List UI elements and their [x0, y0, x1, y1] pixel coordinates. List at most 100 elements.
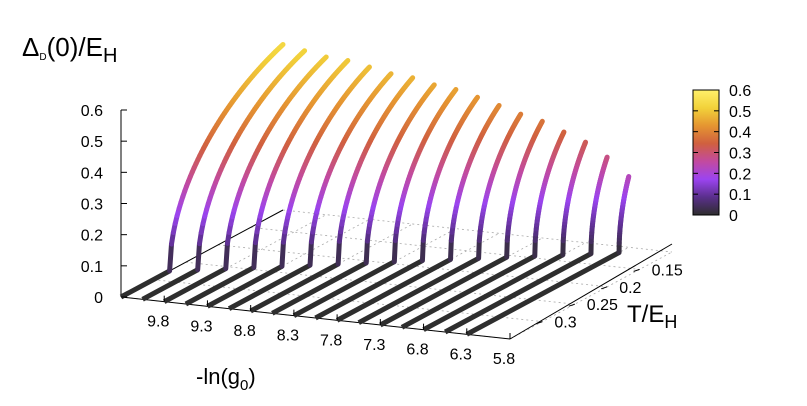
x-tick-label: 5.8	[493, 351, 515, 368]
series-segment	[249, 261, 340, 314]
y-tick-label: 0.25	[587, 297, 618, 314]
colorbar-tick-label: 0.1	[729, 187, 751, 204]
y-ticks: 0.15 0.20.25 0.3	[536, 262, 683, 332]
y-tick-label: 0.3	[554, 315, 576, 332]
series-segment	[251, 240, 258, 270]
series-segment	[167, 241, 174, 274]
y-tick-mark	[633, 268, 640, 272]
series-segment	[419, 237, 426, 264]
series-segment	[387, 71, 394, 78]
series-segment	[184, 265, 256, 307]
series-segment	[495, 102, 502, 110]
x-axis-title: -ln(g0)	[196, 364, 256, 394]
colorbar-tick-label: 0.4	[729, 125, 751, 142]
series-segment	[430, 82, 437, 89]
x-tick-label: 9.3	[190, 318, 212, 335]
series-segment	[365, 64, 372, 72]
colorbar-tick-label: 0	[729, 208, 738, 225]
series-segment	[422, 252, 565, 332]
z-ticks: 0 0.1 0.2 0.3 0.4 0.5 0.6	[81, 103, 127, 307]
series-line	[443, 154, 610, 335]
x-tick-label: 9.8	[147, 314, 169, 331]
series-segment	[195, 241, 202, 273]
series-segment	[379, 254, 508, 328]
z-tick-label: 0.5	[81, 134, 103, 151]
series-segment	[163, 266, 227, 304]
series-line	[141, 48, 308, 302]
series-group	[119, 42, 632, 337]
series-line	[379, 118, 545, 328]
series-segment	[322, 54, 329, 62]
y-tick-mark	[568, 303, 575, 307]
series-line	[357, 111, 524, 325]
x-tick-label: 7.8	[320, 332, 342, 349]
series-segment	[448, 237, 454, 262]
colorbar-tick-label: 0.5	[729, 104, 751, 121]
y-tick-label: 0.15	[652, 262, 683, 279]
series-line	[335, 102, 502, 323]
series-segment	[278, 42, 286, 49]
y-tick-mark	[536, 321, 543, 325]
x-tick-label: 8.3	[277, 328, 299, 345]
series-segment	[476, 237, 482, 261]
z-tick-label: 0	[94, 290, 103, 307]
series-segment	[504, 237, 510, 260]
series-segment	[279, 239, 286, 269]
z-tick-label: 0.6	[81, 103, 103, 120]
z-tick-label: 0.4	[81, 165, 103, 182]
z-tick-label: 0.2	[81, 228, 103, 245]
colorbar-tick-label: 0.2	[729, 166, 751, 183]
colorbar: 0.6 0.5 0.4 0.3 0.2 0.1 0	[692, 83, 751, 225]
series-segment	[335, 238, 342, 267]
series-segment	[343, 58, 351, 65]
series-line	[119, 42, 286, 300]
x-tick-label: 8.8	[234, 323, 256, 340]
series-segment	[227, 262, 312, 311]
series-segment	[452, 87, 459, 94]
z-tick-label: 0.1	[81, 259, 103, 276]
colorbar-tick-label: 0.3	[729, 146, 751, 163]
series-segment	[357, 256, 480, 325]
series-line	[422, 139, 589, 332]
series-segment	[335, 257, 452, 323]
series-segment	[539, 118, 545, 125]
z-tick-label: 0.3	[81, 197, 103, 214]
colorbar-ticks: 0.6 0.5 0.4 0.3 0.2 0.1 0	[693, 83, 751, 225]
series-segment	[292, 259, 396, 318]
grid-line	[509, 251, 673, 340]
series-line	[227, 71, 394, 311]
series-segment	[141, 267, 199, 302]
series-segment	[465, 250, 621, 337]
series-segment	[517, 111, 524, 118]
series-segment	[314, 258, 424, 321]
series-segment	[206, 264, 284, 309]
x-tick-label: 6.3	[450, 346, 472, 363]
y-tick-mark	[601, 286, 608, 290]
series-line	[184, 58, 351, 307]
series-segment	[391, 238, 398, 265]
series-segment	[223, 240, 230, 272]
series-line	[163, 54, 329, 304]
series-segment	[363, 238, 370, 266]
series-line	[292, 87, 459, 318]
colorbar-tick-label: 0.6	[729, 83, 751, 100]
series-segment	[400, 253, 536, 330]
z-axis-title: ΔD(0)/EH	[22, 32, 117, 67]
x-tick-label: 7.3	[363, 337, 385, 354]
series-line	[400, 129, 567, 330]
series-segment	[408, 75, 416, 82]
series-segment	[474, 94, 480, 102]
series-line	[249, 75, 416, 314]
y-tick-label: 0.2	[619, 280, 641, 297]
series-segment	[119, 268, 171, 300]
series-segment	[271, 260, 368, 316]
series-line	[465, 174, 632, 337]
series-line	[314, 94, 480, 321]
grid-line	[282, 209, 673, 253]
series-segment	[300, 48, 308, 55]
series-segment	[307, 239, 314, 268]
series-line	[206, 64, 372, 309]
x-tick-label: 6.8	[406, 342, 428, 359]
y-axis-title: T/EH	[627, 301, 677, 332]
